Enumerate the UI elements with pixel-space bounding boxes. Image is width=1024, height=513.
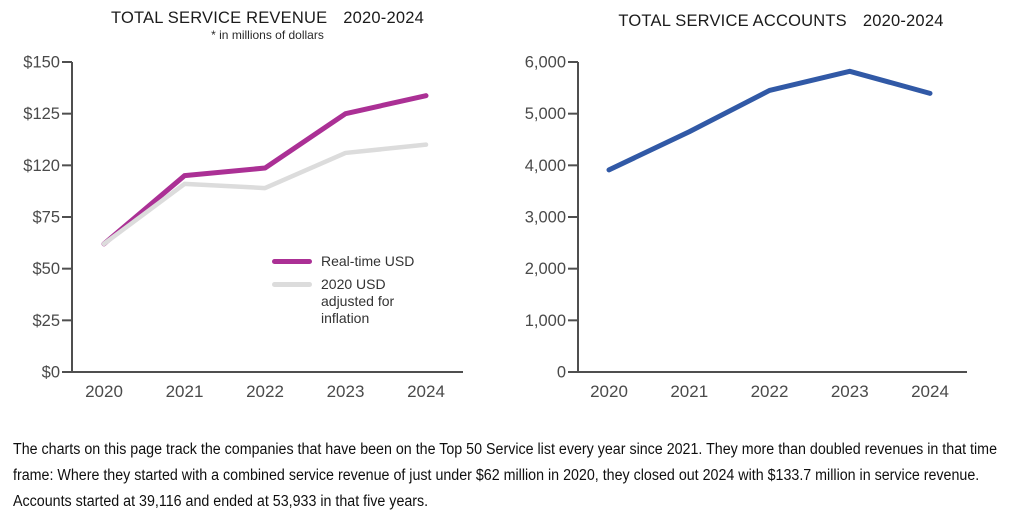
series-line-real-time-usd: [101, 93, 429, 247]
accounts-y-tick-label: 2,000: [525, 260, 566, 278]
revenue-chart-subtitle: * in millions of dollars: [211, 28, 324, 42]
caption-line-1: The charts on this page track the compan…: [13, 441, 997, 458]
accounts-title-text: TOTAL SERVICE ACCOUNTS: [618, 12, 847, 30]
revenue-chart-title: TOTAL SERVICE REVENUE 2020-2024: [5, 9, 530, 28]
accounts-y-tick-label: 3,000: [525, 209, 566, 227]
revenue-y-tick-label: $120: [23, 157, 60, 175]
series-line-2020-usd-adjusted-for-inflation: [101, 142, 429, 247]
revenue-x-tick-label: 2020: [85, 382, 123, 401]
accounts-x-tick-label: 2021: [670, 382, 708, 401]
caption-line-2: frame: Where they started with a combine…: [13, 467, 980, 484]
revenue-y-tick-label: $75: [32, 209, 60, 227]
caption-paragraph: The charts on this page track the compan…: [13, 437, 1024, 513]
legend-label-adjusted-usd: 2020 USD adjusted for inflation: [321, 276, 394, 327]
revenue-x-tick-label: 2021: [166, 382, 204, 401]
revenue-x-tick-label: 2024: [407, 382, 445, 401]
accounts-chart-title: TOTAL SERVICE ACCOUNTS 2020-2024: [548, 12, 1014, 31]
accounts-x-tick-label: 2020: [590, 382, 628, 401]
revenue-x-tick-label: 2022: [246, 382, 284, 401]
revenue-title-text: TOTAL SERVICE REVENUE: [110, 9, 328, 27]
legend-label-adjusted-line2: adjusted for: [321, 293, 395, 309]
accounts-title-period: 2020-2024: [862, 12, 944, 30]
legend-item-adjusted-usd: 2020 USD adjusted for inflation: [272, 276, 414, 327]
caption-line-3: Accounts started at 39,116 and ended at …: [13, 493, 429, 510]
accounts-x-tick-label: 2022: [751, 382, 789, 401]
revenue-x-tick-label: 2023: [327, 382, 365, 401]
revenue-title-period: 2020-2024: [343, 9, 425, 27]
legend-label-adjusted-line3: inflation: [321, 310, 370, 326]
adjusted-usd-swatch: [272, 282, 312, 287]
accounts-x-tick-label: 2024: [911, 382, 949, 401]
realtime-usd-swatch: [272, 259, 312, 264]
accounts-y-tick-label: 4,000: [525, 157, 566, 175]
revenue-y-tick-label: $25: [32, 312, 60, 330]
accounts-y-tick-label: 1,000: [525, 312, 566, 330]
accounts-y-tick-label: 0: [557, 364, 566, 382]
legend-label-adjusted-line1: 2020 USD: [321, 276, 386, 292]
revenue-y-tick-label: $0: [42, 364, 60, 382]
accounts-y-tick-label: 5,000: [525, 105, 566, 123]
legend-item-realtime-usd: Real-time USD: [272, 253, 414, 270]
accounts-axis: [577, 62, 967, 373]
series-line-total-service-accounts: [606, 68, 933, 173]
accounts-y-tick-label: 6,000: [525, 54, 566, 72]
revenue-y-tick-label: $150: [23, 54, 60, 72]
revenue-chart-legend: Real-time USD 2020 USD adjusted for infl…: [272, 253, 414, 333]
accounts-x-tick-label: 2023: [831, 382, 869, 401]
revenue-y-tick-label: $50: [32, 260, 60, 278]
revenue-y-tick-label: $125: [23, 105, 60, 123]
legend-label-realtime-usd: Real-time USD: [321, 253, 415, 269]
